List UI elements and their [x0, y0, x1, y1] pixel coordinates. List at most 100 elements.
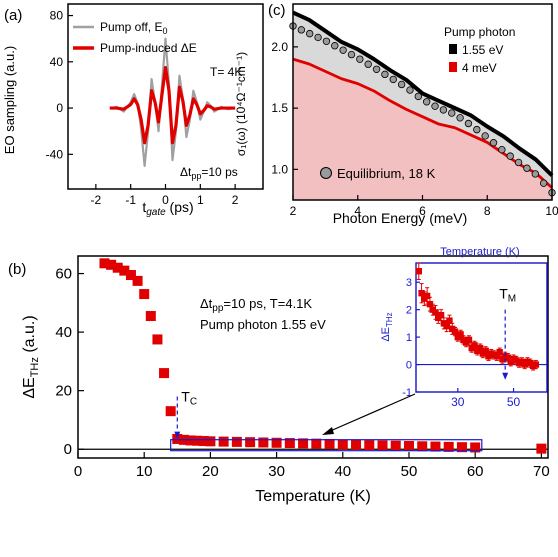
- b-data-point: [536, 443, 547, 454]
- inset-tm-label: TM: [499, 286, 516, 305]
- a-xtick-label: -1: [125, 193, 136, 207]
- panel-c-xlabel: Photon Energy (meV): [333, 210, 468, 226]
- b-data-point: [119, 265, 130, 276]
- panel-b-y-ticks: 0 20 40 60: [55, 266, 84, 458]
- i-data-point: [471, 342, 478, 349]
- b-data-point: [125, 270, 136, 281]
- panel-a-xlabel-unit: (ps): [166, 199, 194, 215]
- panel-b-annotation-line1: Δtpp=10 ps, T=4.1K: [200, 296, 312, 314]
- b-xtick-label: 70: [533, 463, 550, 480]
- panel-b-tc-label: TC: [181, 389, 197, 408]
- a-xtick-label: 1: [197, 193, 204, 207]
- panel-b-tc-marker: [174, 396, 181, 439]
- c-equilibrium-point: [297, 26, 306, 34]
- i-data-point: [415, 268, 422, 275]
- inset-tm-sub: M: [508, 294, 516, 305]
- b-data-point: [470, 442, 481, 453]
- panel-b-dt-sub: pp: [212, 303, 224, 314]
- c-equilibrium-point: [364, 60, 372, 68]
- inset-points: [415, 262, 540, 371]
- b-data-point: [351, 439, 362, 450]
- panel-a-xlabel-main: t: [142, 199, 146, 215]
- panel-b-xlabel: Temperature (K): [255, 488, 371, 505]
- c-equilibrium-point: [506, 152, 514, 160]
- c-equilibrium-point: [523, 164, 531, 172]
- b-data-point: [106, 259, 117, 270]
- c-equilibrium-point: [514, 158, 523, 167]
- i-data-point: [476, 344, 484, 352]
- b-data-point: [159, 368, 170, 379]
- c-xtick-label: 4: [354, 204, 361, 218]
- c-xtick-label: 8: [484, 204, 491, 218]
- b-data-point: [403, 440, 414, 451]
- legend-label-pump-induced: Pump-induced ΔE: [100, 41, 197, 55]
- a-series-line-1: [109, 65, 236, 145]
- b-data-point: [145, 311, 156, 322]
- c-ytick-label: 2.0: [271, 40, 288, 54]
- i-tm-arrow-head: [502, 372, 509, 380]
- panel-c-legend-title: Pump photon: [444, 25, 515, 39]
- panel-a-label: (a): [4, 7, 22, 24]
- panel-b-tc-main: T: [181, 389, 190, 405]
- b-data-point: [324, 438, 335, 449]
- c-equilibrium-point: [464, 119, 473, 128]
- i-data-point: [437, 311, 445, 319]
- legend-swatch-1.55ev: [449, 44, 457, 54]
- panel-a-x-ticks: -2 -1 0 1 2: [91, 184, 239, 207]
- inset-tm-main: T: [499, 286, 508, 302]
- b-data-point: [152, 334, 163, 345]
- b-tc-arrow-head: [174, 431, 181, 439]
- a-ytick-label: 40: [50, 55, 64, 69]
- c-ytick-label: 1.5: [271, 101, 288, 115]
- inset-y-ticks: -1 0 1 2 3: [402, 277, 420, 399]
- inset-xlabel: Temperature (K): [440, 246, 519, 258]
- b-data-point: [218, 436, 229, 447]
- c-equilibrium-point: [439, 106, 448, 114]
- legend-label-pump-off: Pump off, E0: [100, 20, 168, 36]
- panel-c-label: (c): [268, 2, 286, 19]
- panel-b-frame: [77, 255, 549, 459]
- i-data-point: [423, 292, 431, 300]
- inset-pointer-arrow-head: [322, 427, 334, 435]
- c-equilibrium-point: [397, 80, 406, 89]
- panel-b-zoom-box: [170, 439, 483, 452]
- b-data-point: [192, 435, 203, 446]
- b-data-point: [205, 436, 216, 447]
- b-xtick-label: 10: [136, 463, 153, 480]
- c-xtick-label: 10: [545, 204, 558, 218]
- b-data-point: [165, 406, 176, 417]
- c-ytick-label: 1.0: [271, 162, 288, 176]
- c-equilibrium-point: [406, 86, 414, 94]
- panel-a-y-ticks: -40 0 40 80: [46, 9, 73, 161]
- inset-frame: [415, 262, 548, 393]
- i-data-point: [451, 328, 459, 335]
- b-data-point: [430, 441, 441, 452]
- c-equilibrium-point: [356, 55, 364, 63]
- c-equilibrium-point: [414, 92, 423, 101]
- b-xtick-label: 20: [202, 463, 219, 480]
- panel-c-equilibrium-label: Equilibrium, 18 K: [337, 166, 436, 181]
- i-ytick-label: 2: [406, 305, 412, 317]
- i-data-point: [432, 309, 439, 316]
- c-fill-1: [293, 59, 552, 200]
- panel-a-series: [109, 37, 236, 167]
- i-data-point: [493, 353, 501, 360]
- a-ytick-label: 80: [50, 9, 64, 23]
- i-data-point: [418, 289, 425, 297]
- c-equilibrium-point: [481, 132, 489, 140]
- b-data-point: [298, 438, 309, 449]
- panel-c-y-ticks: 1.0 1.5 2.0: [271, 40, 298, 176]
- panel-b-label: (b): [8, 261, 26, 278]
- i-ytick-label: -1: [402, 387, 412, 399]
- a-ytick-label: 0: [56, 101, 63, 115]
- b-xtick-label: 30: [268, 463, 285, 480]
- c-series-line-0: [292, 10, 554, 177]
- c-equilibrium-point: [489, 139, 498, 147]
- c-xtick-label: 6: [419, 204, 426, 218]
- b-data-point: [132, 275, 143, 286]
- i-data-point: [532, 361, 540, 368]
- i-data-point: [465, 336, 473, 344]
- i-data-point: [457, 331, 464, 338]
- b-data-point: [172, 433, 183, 444]
